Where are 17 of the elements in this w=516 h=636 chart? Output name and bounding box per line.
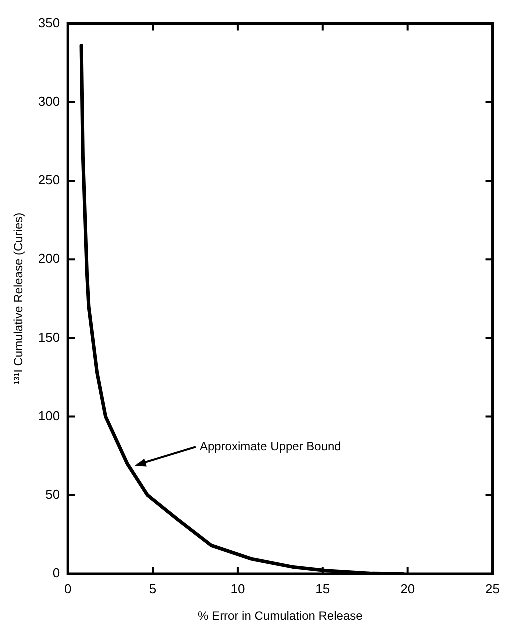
y-tick-label: 150: [38, 330, 60, 345]
y-tick-label: 250: [38, 172, 60, 188]
y-tick-label: 200: [38, 251, 60, 266]
x-tick-label: 0: [64, 581, 72, 596]
y-axis-title: ¹³¹I Cumulative Release (Curies): [12, 212, 26, 385]
x-tick-label: 15: [316, 581, 330, 596]
y-tick-label: 0: [52, 566, 60, 581]
y-tick-label: 300: [38, 94, 60, 109]
y-tick-label: 100: [38, 408, 60, 424]
x-tick-label: 25: [486, 581, 500, 596]
x-tick-label: 20: [400, 581, 416, 596]
annotation: Approximate Upper Bound: [200, 439, 342, 454]
x-tick-label: 10: [230, 581, 246, 596]
y-tick-label: 350: [38, 15, 60, 30]
y-tick-label: 50: [46, 486, 60, 502]
x-tick-label: 5: [149, 581, 157, 596]
x-axis-title: % Error in Cumulation Release: [198, 609, 364, 624]
